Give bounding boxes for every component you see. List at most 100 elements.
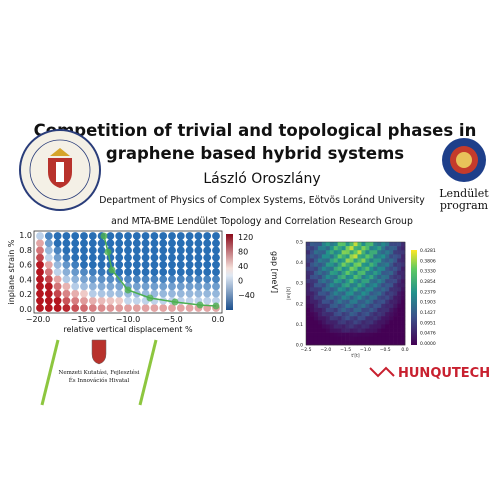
heat-cell [381,303,386,309]
heat-cell [325,324,331,329]
dot [132,268,141,276]
heat-cell [349,258,354,263]
heat-cell [333,250,338,255]
heat-cell [377,336,382,342]
dot [185,232,194,240]
heat-cell [306,270,311,276]
heat-cell [393,246,398,251]
dot [212,232,220,240]
y-tick-label: 0.2 [296,301,303,307]
heat-cell [377,299,382,305]
heat-cell [337,320,342,325]
heat-cell [313,274,319,280]
dot [194,268,203,276]
axes-frame [305,241,406,346]
heat-cell [353,291,358,296]
dot [150,232,159,240]
dot [88,246,97,255]
heat-cell [341,242,346,247]
heat-cell [337,254,342,259]
heat-cell [349,299,354,305]
dot [36,246,44,255]
dot [71,268,80,276]
heat-cell [385,303,390,309]
heat-cell [306,262,311,268]
heat-cell [385,332,390,338]
heat-cell [401,266,406,272]
dot [97,282,106,291]
heat-cell [389,324,394,329]
logo-text: Nemzeti Kutatási, Fejlesztési [59,369,140,376]
heat-cell [385,291,390,296]
heat-cell [389,279,394,284]
heat-cell [373,246,378,251]
boundary-point [212,302,220,310]
heat-cell [361,266,366,272]
heat-cell [341,328,346,333]
heat-cell [381,242,386,247]
heat-cell [397,320,402,325]
heat-cell [357,332,362,338]
heat-cell [385,242,390,247]
dot [194,246,203,255]
heat-cell [401,283,406,288]
heat-cell [397,316,402,321]
heat-cell [389,336,394,342]
heat-cell [381,254,386,259]
heat-cell [313,279,319,284]
dot [168,260,176,269]
y-tick-label: 0.0 [296,343,303,349]
dot [212,282,220,291]
heat-cell [393,283,398,288]
heat-cell [393,287,398,292]
heat-cell [401,312,406,317]
heat-cell [341,299,346,305]
heat-cell [397,332,402,338]
heat-cell [381,266,386,272]
dot [80,239,88,248]
dot [97,296,106,305]
dot [124,253,132,262]
heat-cell [333,266,338,272]
heat-cell [401,246,406,251]
heat-cell [313,242,319,247]
heat-cell [357,320,362,325]
heat-cell [337,324,342,329]
heat-cell [337,336,342,342]
dot [88,289,97,298]
heat-cell [341,312,346,317]
heat-cell [353,262,358,268]
heat-cell [401,291,406,296]
heat-cell [381,307,386,313]
heat-cell [397,258,402,263]
dot [176,253,185,262]
x-tick-label: −2.0 [320,347,331,353]
heat-cell [397,274,402,280]
heat-cell [333,262,338,268]
heat-cell [333,307,338,313]
heat-cell [345,340,350,346]
x-tick-label: 0.0 [401,347,408,353]
heat-cell [393,299,398,305]
heat-cell [329,283,335,288]
heat-cell [333,336,338,342]
colorbar-tick-label: 0 [238,277,243,286]
heat-cell [369,279,374,284]
dot [203,268,212,276]
heat-cell [341,295,346,300]
lendulet-logo: Lendület program [439,138,489,212]
heat-cell [349,274,354,280]
heat-cell [389,316,394,321]
heat-cell [317,266,323,272]
heat-cell [381,316,386,321]
x-tick-label: −10.0 [116,315,141,324]
heat-cell [325,340,331,346]
heat-cell [401,250,406,255]
heat-cell [333,324,338,329]
dot [132,239,141,248]
heat-cell [333,279,338,284]
dot [150,260,159,269]
heat-cell [321,320,327,325]
heat-cell [325,332,331,338]
